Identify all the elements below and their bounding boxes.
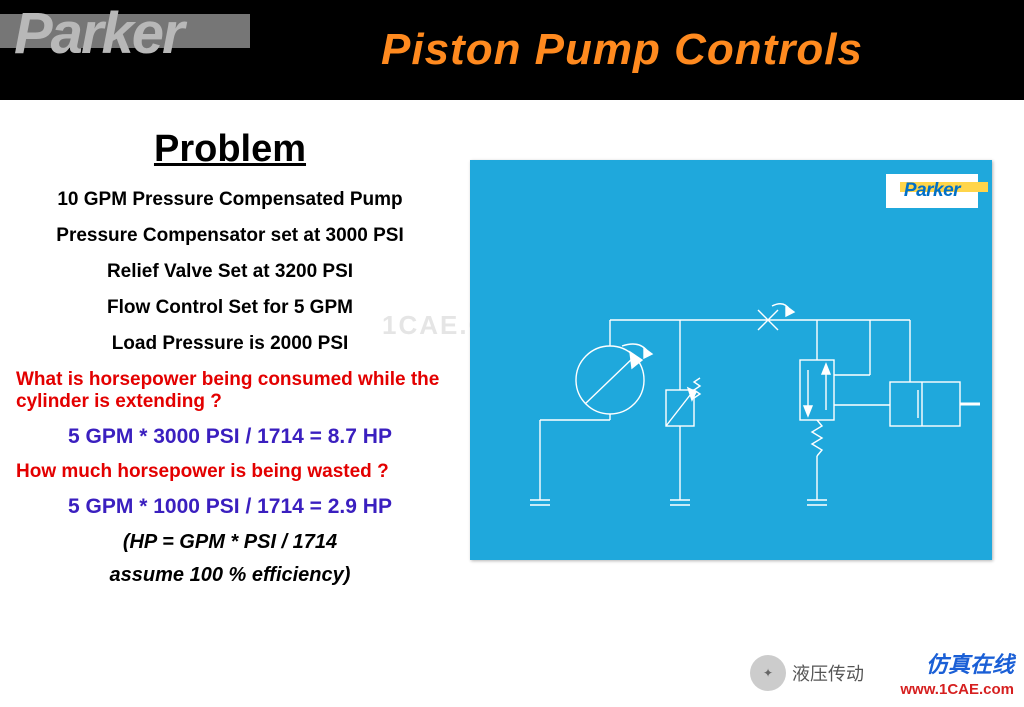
question-2: How much horsepower is being wasted ? xyxy=(10,461,450,483)
wechat-label: 液压传动 xyxy=(792,660,864,686)
formula-line-2: assume 100 % efficiency) xyxy=(10,564,450,587)
slide-content: 1CAE.COM Problem 10 GPM Pressure Compens… xyxy=(0,100,1024,707)
spec-line: Relief Valve Set at 3200 PSI xyxy=(10,261,450,283)
spec-line: Pressure Compensator set at 3000 PSI xyxy=(10,225,450,247)
footer-watermark: 仿真在线 www.1CAE.com xyxy=(900,651,1014,699)
wechat-watermark: ✦ 液压传动 xyxy=(750,655,864,691)
hydraulic-schematic xyxy=(470,160,992,560)
answer-1: 5 GPM * 3000 PSI / 1714 = 8.7 HP xyxy=(10,425,450,449)
spec-line: Flow Control Set for 5 GPM xyxy=(10,297,450,319)
wechat-icon: ✦ xyxy=(750,655,786,691)
question-1: What is horsepower being consumed while … xyxy=(10,369,450,413)
footer-url: www.1CAE.com xyxy=(900,680,1014,700)
spec-line: Load Pressure is 2000 PSI xyxy=(10,333,450,355)
spec-line: 10 GPM Pressure Compensated Pump xyxy=(10,189,450,211)
text-column: Problem 10 GPM Pressure Compensated Pump… xyxy=(0,100,460,597)
formula-line-1: (HP = GPM * PSI / 1714 xyxy=(10,531,450,554)
problem-heading: Problem xyxy=(10,128,450,171)
hydraulic-diagram-panel: Parker xyxy=(470,160,992,560)
parker-badge-text: Parker xyxy=(904,180,960,202)
parker-logo: Parker xyxy=(14,0,183,67)
slide-title: Piston Pump Controls xyxy=(260,25,1024,75)
footer-cn-text: 仿真在线 xyxy=(900,651,1014,680)
slide-header: Parker Piston Pump Controls xyxy=(0,0,1024,100)
logo-area: Parker xyxy=(0,0,260,100)
answer-2: 5 GPM * 1000 PSI / 1714 = 2.9 HP xyxy=(10,495,450,519)
